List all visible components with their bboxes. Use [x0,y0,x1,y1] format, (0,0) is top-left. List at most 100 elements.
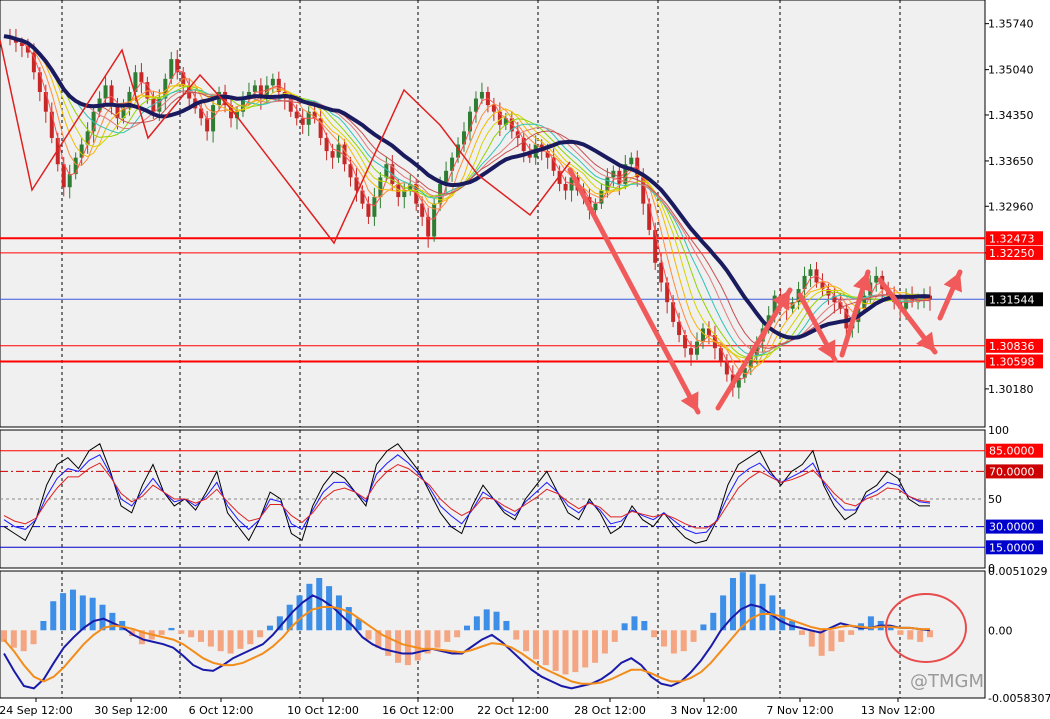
candle-body [187,85,192,99]
candle-body [288,98,293,112]
candle-body [330,151,335,158]
macd-histogram-bar [690,630,697,642]
macd-histogram-bar [168,627,175,631]
macd-histogram-bar [838,630,845,642]
macd-histogram-bar [473,616,480,631]
stoch-level-label: 15.0000 [989,541,1035,554]
candle-body [199,108,204,119]
candle-body [665,282,670,303]
candle-body [252,85,257,92]
level-box [986,338,1043,353]
candle-body [551,157,556,171]
macd-histogram-bar [375,630,382,648]
stoch-level-box [986,464,1043,479]
time-tick-label: 16 Oct 12:00 [382,704,454,717]
candle-body [85,131,90,145]
macd-histogram-bar [641,620,648,631]
candle-body [444,170,449,184]
macd-histogram-bar [266,625,273,631]
candle-body [844,308,849,329]
macd-histogram-bar [60,593,67,631]
candle-body [378,177,383,198]
macd-histogram-bar [927,630,933,638]
macd-histogram-bar [601,630,608,654]
candle-body [324,137,329,152]
level-label: 1.30836 [989,340,1035,353]
price-tick-label: 1.34350 [988,109,1034,122]
arrow-up-3-head [943,272,962,293]
candle-body [31,52,36,73]
macd-histogram-bar [917,630,924,642]
macd-tick-label: 0.0051029 [988,565,1048,578]
macd-histogram-bar [523,630,530,652]
arrow-down-1 [567,167,701,415]
candle-body [503,118,508,125]
main-moving-average [3,34,931,340]
candle-body [169,59,174,79]
macd-histogram-bar [404,630,411,666]
candle-body [862,295,867,309]
ma-ribbon-line [3,35,931,368]
candle-body [384,164,389,178]
macd-histogram-bar [345,607,352,631]
candle-body [820,282,825,290]
time-tick-label: 22 Oct 12:00 [477,704,549,717]
macd-histogram-bar [50,601,57,631]
stoch-series-line [3,454,931,535]
candle-body [653,229,658,263]
time-tick-label: 10 Oct 12:00 [287,704,359,717]
candle-body [318,118,323,138]
macd-histogram-bar [365,630,372,640]
candle-body [426,216,431,237]
macd-histogram-bar [385,630,392,656]
candle-body [641,177,646,204]
signal-line [3,606,930,685]
stoch-level-label: 85.0000 [989,445,1035,458]
macd-panel: 0.0051029 0.00 -0.0058307 [0,565,1050,705]
macd-histogram-bar [907,630,914,640]
level-box [986,245,1043,260]
current-price-label: 1.31544 [989,293,1035,306]
candle-body [838,302,843,309]
stoch-series-line [3,462,931,529]
ma-ribbon-line [3,35,931,362]
candle-body [402,190,407,198]
arrow-down-3-head [916,331,935,352]
macd-histogram-bar [79,595,86,631]
candle-body [396,183,401,198]
macd-histogram-bar [749,574,756,631]
candle-body [677,321,682,336]
candle-body [73,157,78,175]
time-tick-label: 6 Oct 12:00 [189,704,254,717]
level-box [986,354,1043,369]
macd-histogram-bar [40,620,47,631]
stochastic-panel: 100 50 0 85.0000 70.0000 30.0000 15.0000 [0,424,1043,575]
macd-histogram-bar [897,630,904,635]
price-tick-label: 1.32960 [988,200,1034,213]
candle-body [234,111,239,119]
macd-histogram-bar [464,625,470,631]
candle-body [557,170,562,184]
macd-histogram-bar [306,583,313,631]
macd-histogram-bar [119,620,126,631]
candle-body [683,335,688,349]
arrow-up-2-head [853,272,873,293]
macd-histogram-bar [247,630,254,645]
macd-histogram-bar [621,623,628,631]
candle-body [802,275,807,290]
stoch-tick-label: 0 [988,562,995,575]
macd-histogram-bar [99,604,106,631]
candle-body [605,177,610,191]
candle-body [724,361,729,375]
candle-body [342,144,347,165]
macd-histogram-bar [178,630,185,634]
macd-histogram-bar [720,595,727,631]
macd-histogram-bar [296,595,303,631]
macd-histogram-bar [493,611,500,631]
time-axis: 24 Sep 12:00 30 Sep 12:00 6 Oct 12:00 10 Oc… [0,698,935,717]
macd-histogram-bar [759,583,766,631]
macd-histogram-bar [651,630,658,638]
candle-body [432,203,437,237]
macd-histogram-bar [513,630,520,640]
candle-body [139,72,144,83]
